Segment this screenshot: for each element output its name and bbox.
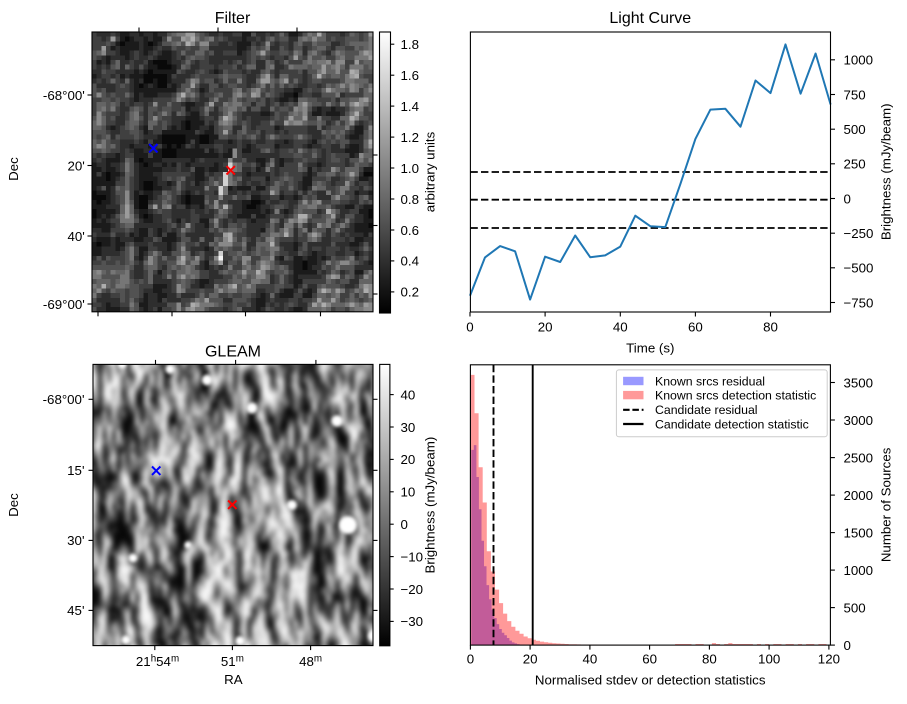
svg-text:60: 60 (688, 320, 703, 335)
svg-text:80: 80 (702, 652, 717, 667)
svg-text:1.2: 1.2 (401, 130, 420, 145)
svg-text:-69°00': -69°00' (43, 297, 85, 312)
svg-text:−30: −30 (401, 614, 424, 629)
svg-text:RA: RA (224, 672, 243, 687)
svg-text:0.8: 0.8 (401, 192, 420, 207)
svg-text:−20: −20 (401, 582, 424, 597)
svg-text:500: 500 (844, 600, 866, 615)
svg-text:500: 500 (844, 122, 866, 137)
svg-text:Brightness (mJy/beam): Brightness (mJy/beam) (879, 103, 894, 240)
svg-text:120: 120 (818, 652, 840, 667)
svg-text:40: 40 (401, 387, 416, 402)
svg-text:0: 0 (466, 320, 473, 335)
svg-text:Candidate detection statistic: Candidate detection statistic (655, 417, 809, 431)
svg-text:0: 0 (844, 191, 851, 206)
svg-text:2000: 2000 (844, 488, 874, 503)
svg-text:0.4: 0.4 (401, 254, 420, 269)
svg-text:15': 15' (67, 463, 84, 478)
svg-text:Brightness (mJy/beam): Brightness (mJy/beam) (423, 437, 438, 574)
svg-text:0.6: 0.6 (401, 223, 420, 238)
svg-text:1.8: 1.8 (401, 37, 420, 52)
svg-text:80: 80 (763, 320, 778, 335)
svg-text:100: 100 (758, 652, 780, 667)
svg-text:40: 40 (583, 652, 598, 667)
svg-text:60: 60 (642, 652, 657, 667)
svg-text:20: 20 (538, 320, 553, 335)
svg-text:Light Curve: Light Curve (609, 10, 691, 27)
svg-text:Dec: Dec (6, 493, 21, 517)
svg-text:−10: −10 (401, 549, 424, 564)
svg-text:10: 10 (401, 485, 416, 500)
svg-text:Known srcs detection statistic: Known srcs detection statistic (655, 388, 816, 402)
svg-text:Filter: Filter (215, 10, 251, 27)
svg-text:Number of Sources: Number of Sources (879, 447, 894, 562)
svg-text:0: 0 (467, 652, 474, 667)
svg-text:750: 750 (844, 87, 866, 102)
svg-text:20: 20 (523, 652, 538, 667)
svg-text:Normalised stdev or detection: Normalised stdev or detection statistics (535, 673, 766, 688)
svg-text:3000: 3000 (844, 413, 874, 428)
svg-text:1.4: 1.4 (401, 99, 420, 114)
svg-text:250: 250 (844, 157, 866, 172)
svg-text:40': 40' (67, 229, 84, 244)
svg-text:40: 40 (613, 320, 628, 335)
svg-text:1.6: 1.6 (401, 68, 420, 83)
svg-text:2500: 2500 (844, 450, 874, 465)
svg-text:3500: 3500 (844, 375, 874, 390)
svg-text:20': 20' (67, 158, 84, 173)
svg-text:arbitrary units: arbitrary units (423, 131, 438, 212)
svg-text:0.2: 0.2 (401, 285, 420, 300)
svg-text:−500: −500 (844, 261, 874, 276)
svg-text:Dec: Dec (6, 157, 21, 181)
svg-text:1000: 1000 (844, 563, 874, 578)
svg-text:1.0: 1.0 (401, 161, 420, 176)
svg-text:-68°00': -68°00' (43, 88, 85, 103)
svg-text:21h54m: 21h54m (136, 653, 179, 669)
svg-text:−250: −250 (844, 226, 874, 241)
svg-text:30': 30' (67, 533, 84, 548)
svg-text:30: 30 (401, 420, 416, 435)
svg-text:0: 0 (844, 638, 851, 653)
svg-text:20: 20 (401, 452, 416, 467)
svg-text:Time (s): Time (s) (626, 341, 674, 356)
svg-text:Known srcs residual: Known srcs residual (655, 374, 765, 388)
svg-text:GLEAM: GLEAM (205, 344, 261, 361)
svg-text:-68°00': -68°00' (43, 392, 85, 407)
svg-text:Candidate residual: Candidate residual (655, 403, 758, 417)
svg-text:0: 0 (401, 517, 408, 532)
svg-text:−750: −750 (844, 295, 874, 310)
svg-text:1000: 1000 (844, 53, 874, 68)
svg-text:1500: 1500 (844, 525, 874, 540)
svg-text:45': 45' (67, 603, 84, 618)
